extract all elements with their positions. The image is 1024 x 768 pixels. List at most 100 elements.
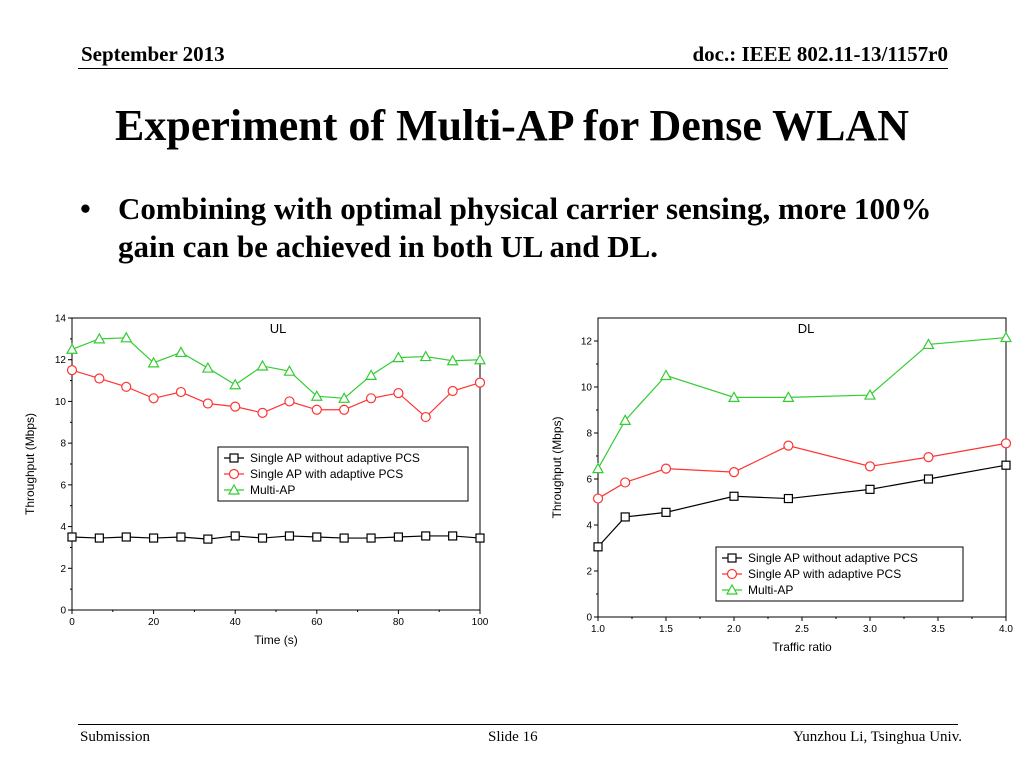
data-point	[473, 353, 487, 365]
x-tick-label: 0	[69, 617, 75, 628]
data-point	[447, 385, 458, 397]
data-point	[448, 531, 458, 541]
y-tick-label: 10	[55, 397, 67, 408]
legend: Single AP without adaptive PCS Single AP …	[715, 546, 964, 602]
y-tick-label: 10	[581, 383, 593, 394]
data-point	[660, 463, 672, 474]
chart-svg: 0 2 4 6 8 10 12 14 0 20 40 60 80 100 Time (s) Throughpu…	[23, 314, 489, 648]
data-point	[620, 512, 630, 522]
series-3	[591, 331, 1013, 474]
data-point	[310, 389, 323, 401]
legend: Single AP without adaptive PCS Single AP …	[217, 446, 469, 502]
x-tick-label: 3.0	[863, 624, 877, 635]
legend-label: Single AP with adaptive PCS	[250, 467, 403, 481]
y-tick-label: 8	[586, 429, 592, 440]
data-point	[284, 396, 295, 407]
y-tick-label: 6	[60, 480, 66, 491]
chart-annotation: UL	[270, 321, 287, 336]
y-tick-label: 14	[55, 314, 67, 325]
data-point	[201, 361, 214, 373]
bullet-text: Combining with optimal physical carrier …	[118, 191, 932, 264]
data-point	[121, 532, 131, 542]
legend-marker-2	[726, 568, 738, 580]
data-point	[475, 533, 485, 543]
data-point	[729, 491, 739, 501]
series-1	[67, 531, 485, 544]
legend-label: Single AP without adaptive PCS	[250, 451, 420, 465]
legend-marker-3	[725, 583, 739, 595]
series-line	[597, 442, 1007, 500]
data-point	[727, 391, 741, 402]
data-point	[67, 532, 77, 542]
footer-submission: Submission	[80, 729, 151, 745]
y-axis-label: Throughput (Mbps)	[550, 416, 564, 518]
data-point	[782, 391, 795, 402]
data-point	[593, 542, 603, 552]
series-line	[71, 369, 481, 418]
data-point	[311, 404, 322, 415]
header-divider	[78, 68, 948, 69]
series-line	[71, 535, 481, 540]
data-point	[659, 369, 673, 381]
data-point	[174, 346, 187, 358]
legend-box	[217, 446, 469, 502]
x-axis-label: Time (s)	[254, 633, 298, 647]
data-point	[365, 369, 378, 380]
data-point	[864, 461, 876, 472]
data-point	[863, 388, 877, 400]
y-tick-label: 6	[586, 475, 592, 486]
x-tick-label: 4.0	[999, 624, 1013, 635]
data-point	[202, 398, 213, 409]
y-tick-label: 12	[55, 355, 67, 366]
y-axis-label: Throughput (Mbps)	[23, 413, 37, 515]
data-point	[591, 462, 605, 474]
x-tick-label: 1.0	[591, 624, 605, 635]
x-tick-label: 100	[472, 617, 489, 628]
x-tick-label: 1.5	[659, 624, 673, 635]
legend-box	[715, 546, 964, 602]
data-point	[230, 401, 241, 412]
data-point	[339, 533, 349, 543]
data-point	[230, 531, 240, 541]
data-point	[148, 393, 159, 404]
series-line	[597, 464, 1007, 548]
data-point	[338, 392, 351, 403]
bullet-marker: •	[80, 191, 91, 226]
data-point	[1001, 460, 1011, 470]
y-tick-label: 12	[581, 337, 593, 348]
y-tick-label: 0	[60, 606, 66, 617]
data-point	[865, 484, 875, 494]
data-point	[392, 351, 405, 363]
data-point	[393, 532, 403, 542]
x-axis-label: Traffic ratio	[772, 640, 832, 654]
y-tick-label: 4	[60, 522, 66, 533]
x-tick-label: 60	[311, 617, 323, 628]
data-point	[922, 338, 935, 350]
data-point	[999, 331, 1013, 343]
y-tick-label: 2	[586, 567, 592, 578]
data-point	[256, 359, 269, 371]
ul-chart: 0 2 4 6 8 10 12 14 0 20 40 60 80 100 Time (s) Throughpu…	[20, 300, 500, 670]
data-point	[421, 531, 431, 541]
data-point	[420, 411, 431, 423]
legend-label: Single AP without adaptive PCS	[748, 551, 918, 565]
data-point	[93, 332, 106, 344]
data-point	[1000, 438, 1012, 449]
data-point	[619, 414, 632, 425]
legend-marker-3	[227, 483, 241, 495]
data-point	[257, 533, 268, 543]
data-point	[783, 493, 793, 504]
data-point	[284, 531, 295, 541]
legend-label: Single AP with adaptive PCS	[748, 567, 901, 581]
series-line	[71, 337, 481, 399]
data-point	[203, 534, 213, 544]
y-tick-label: 4	[586, 521, 592, 532]
data-point	[783, 440, 794, 451]
header-doc-id: doc.: IEEE 802.11-13/1157r0	[692, 42, 948, 66]
data-point	[94, 533, 104, 543]
data-point	[65, 343, 79, 354]
bullet-item: • Combining with optimal physical carrie…	[80, 190, 960, 266]
x-tick-label: 3.5	[931, 624, 945, 635]
y-tick-label: 0	[586, 613, 592, 624]
x-tick-label: 40	[230, 617, 242, 628]
